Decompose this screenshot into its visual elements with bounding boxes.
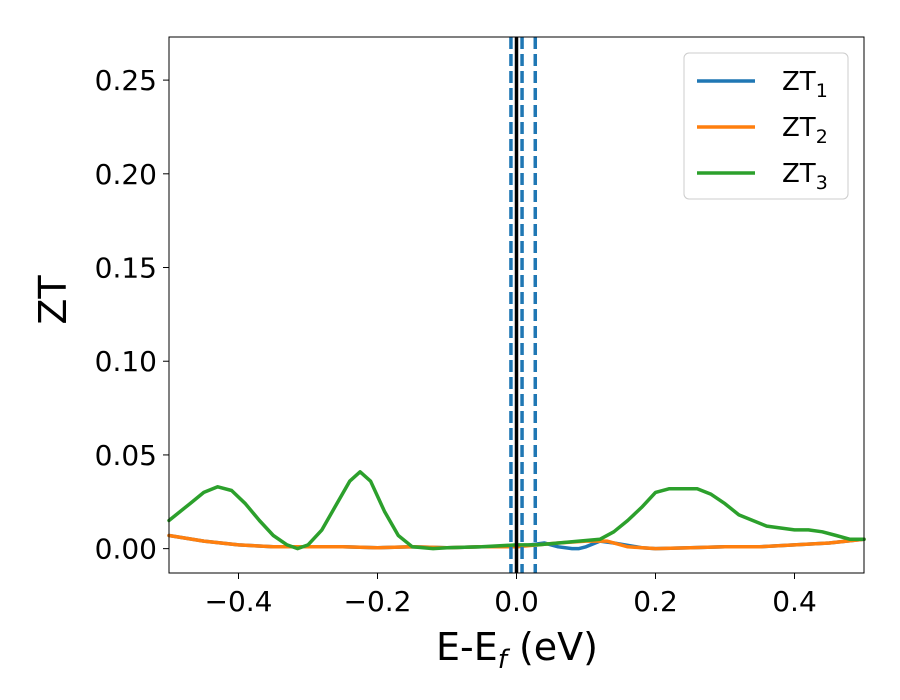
vertical-lines (509, 37, 538, 573)
y-tick-label: 0.20 (95, 158, 157, 191)
y-axis-title: ZT (31, 275, 75, 325)
y-tick-label: 0.10 (95, 345, 157, 378)
x-tick-label: 0.4 (772, 585, 817, 618)
y-axis-ticks: 0.00 0.05 0.10 0.15 0.20 0.25 (95, 64, 169, 566)
x-axis-title-main: E-E (436, 625, 498, 669)
x-tick-label: 0.0 (494, 585, 539, 618)
legend: ZT1 ZT2 ZT3 (683, 52, 849, 200)
legend-label-3: ZT3 (782, 159, 828, 194)
x-tick-label: −0.4 (205, 585, 273, 618)
x-axis-title-unit: (eV) (507, 625, 598, 669)
x-axis-ticks: −0.4 −0.2 0.0 0.2 0.4 (205, 573, 817, 618)
y-tick-label: 0.15 (95, 252, 157, 285)
y-tick-label: 0.25 (95, 64, 157, 97)
x-tick-label: 0.2 (633, 585, 678, 618)
y-tick-label: 0.05 (95, 439, 157, 472)
x-tick-label: −0.2 (344, 585, 412, 618)
y-tick-label: 0.00 (95, 533, 157, 566)
series-line-3 (167, 470, 866, 551)
x-axis-title: E-Ef (eV) (436, 625, 598, 675)
legend-label-1: ZT1 (782, 67, 828, 102)
legend-box (683, 52, 849, 200)
series-layer (167, 470, 866, 551)
legend-label-2: ZT2 (782, 113, 828, 148)
